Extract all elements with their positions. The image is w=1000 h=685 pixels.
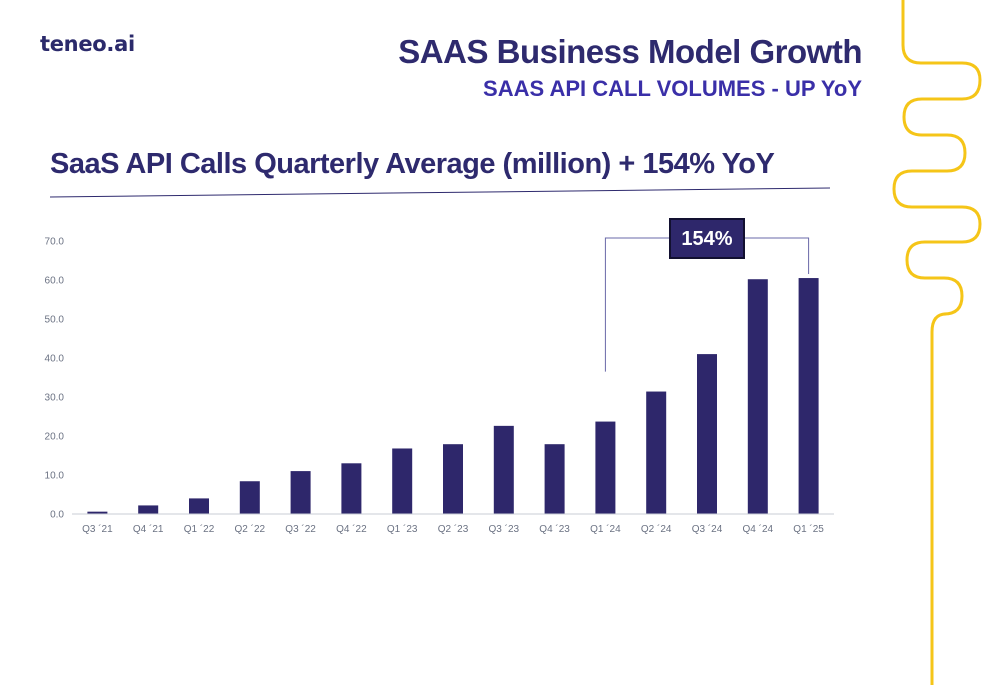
- x-tick-label: Q1 ´23: [387, 523, 418, 535]
- y-tick-label: 10.0: [45, 471, 65, 482]
- bar: [87, 511, 108, 514]
- callout-label: 154%: [681, 228, 732, 250]
- x-tick-label: Q3 ´24: [692, 523, 723, 535]
- x-tick-label: Q2 ´22: [235, 523, 266, 535]
- page-subtitle: SAAS API CALL VOLUMES - UP YoY: [483, 76, 862, 101]
- bar: [341, 463, 362, 514]
- x-tick-label: Q3 ´22: [285, 523, 316, 535]
- heading-underline: [49, 187, 831, 198]
- y-axis: 0.0 10.0 20.0 30.0 40.0 50.0 60.0 70.0: [45, 237, 65, 521]
- x-tick-label: Q2 ´24: [641, 523, 672, 535]
- y-tick-label: 70.0: [45, 237, 65, 248]
- bar: [443, 444, 463, 514]
- x-tick-label: Q1 ´25: [793, 523, 824, 535]
- chart-title: SaaS API Calls Quarterly Average (millio…: [50, 148, 775, 180]
- callout-box: [669, 218, 745, 259]
- x-tick-label: Q4 ´21: [133, 523, 164, 535]
- y-tick-label: 50.0: [45, 315, 65, 326]
- yoy-callout: 154%: [604, 218, 810, 372]
- bar: [646, 391, 667, 514]
- bar: [595, 421, 616, 514]
- bar: [798, 278, 819, 514]
- bars: [87, 278, 819, 514]
- bar: [544, 444, 565, 514]
- bar: [138, 505, 159, 514]
- teneo-logo: teneo.ai: [40, 32, 135, 56]
- bar: [290, 471, 311, 514]
- x-tick-label: Q1 ´24: [590, 523, 621, 535]
- bar: [189, 498, 209, 514]
- x-tick-label: Q3 ´21: [82, 523, 113, 535]
- x-axis: Q3 ´21 Q4 ´21 Q1 ´22 Q2 ´22 Q3 ´22 Q4 ´22 Q1 ´…: [72, 513, 834, 535]
- yellow-squiggle-line: [892, 0, 982, 685]
- x-tick-label: Q2 ´23: [438, 523, 469, 535]
- y-tick-label: 40.0: [45, 354, 65, 365]
- y-tick-label: 20.0: [45, 432, 65, 443]
- x-tick-label: Q3 ´23: [489, 523, 520, 535]
- x-tick-label: Q4 ´22: [336, 523, 367, 535]
- bar: [493, 425, 514, 514]
- y-tick-label: 0.0: [50, 510, 64, 521]
- bar: [392, 448, 413, 514]
- bar: [697, 354, 717, 514]
- y-tick-label: 60.0: [45, 276, 65, 287]
- bar: [747, 279, 768, 514]
- bar: [239, 481, 260, 514]
- y-tick-label: 30.0: [45, 393, 65, 404]
- x-tick-label: Q4 ´23: [539, 523, 570, 535]
- page-title: SAAS Business Model Growth: [398, 33, 862, 70]
- x-tick-label: Q4 ´24: [743, 523, 774, 535]
- x-tick-label: Q1 ´22: [184, 523, 215, 535]
